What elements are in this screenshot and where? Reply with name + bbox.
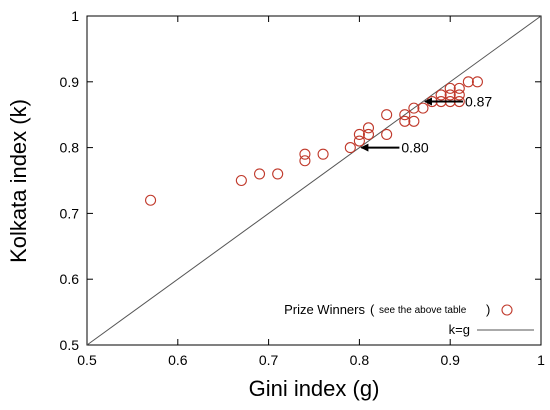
y-tick-label: 0.5: [60, 337, 80, 353]
data-point: [399, 115, 411, 127]
data-point: [453, 89, 465, 101]
data-point: [453, 82, 465, 94]
x-tick-label: 0.8: [350, 352, 370, 368]
x-tick-label: 0.9: [440, 352, 460, 368]
x-tick-label: 1: [537, 352, 545, 368]
legend-paren-close: ): [486, 302, 490, 317]
data-point: [299, 148, 311, 160]
legend-label-k-equals-g: k=g: [449, 322, 470, 337]
data-point: [235, 174, 247, 187]
x-tick-label: 0.6: [168, 352, 188, 368]
data-point: [317, 148, 329, 160]
y-axis-title: Kolkata index (k): [6, 99, 31, 263]
data-point: [253, 168, 266, 180]
data-point: [399, 109, 411, 121]
annotation-label: 0.87: [465, 94, 492, 110]
data-point: [381, 109, 393, 121]
plot-frame: [86, 15, 542, 346]
y-tick-label: 0.8: [60, 140, 80, 156]
annotation-label: 0.80: [401, 140, 428, 156]
data-point: [353, 135, 365, 147]
data-point: [408, 102, 420, 114]
data-point: [444, 89, 456, 101]
y-tick-label: 0.7: [60, 205, 80, 221]
legend-label-prize-winners: Prize Winners: [284, 302, 365, 317]
diagonal-line-k-equals-g: [86, 15, 542, 346]
data-point: [381, 128, 393, 140]
legend-paren-open: (: [370, 302, 375, 317]
y-tick-label: 0.6: [60, 271, 80, 287]
data-point: [299, 155, 311, 167]
data-point: [462, 76, 474, 88]
legend-marker-circle: [501, 304, 513, 316]
data-point: [362, 122, 375, 134]
y-tick-label: 0.9: [60, 74, 80, 90]
data-point: [362, 128, 375, 140]
data-point: [353, 128, 365, 140]
x-tick-label: 0.5: [77, 352, 97, 368]
data-point: [471, 76, 483, 88]
data-point: [417, 102, 429, 114]
plot-area: 0.5 0.6 0.7 0.8 0.9 1 0.5 0.6 0.7 0.8 0.9 1 0.87 0.80…: [60, 8, 546, 368]
x-tick-label: 0.7: [259, 352, 279, 368]
data-point: [344, 142, 356, 154]
data-point: [145, 194, 157, 206]
data-point: [444, 82, 456, 94]
y-tick-label: 1: [71, 8, 79, 24]
data-point: [408, 115, 420, 127]
x-axis-title: Gini index (g): [249, 376, 380, 401]
data-point: [435, 89, 447, 101]
legend-note: see the above table: [379, 305, 467, 316]
data-point: [272, 168, 284, 180]
